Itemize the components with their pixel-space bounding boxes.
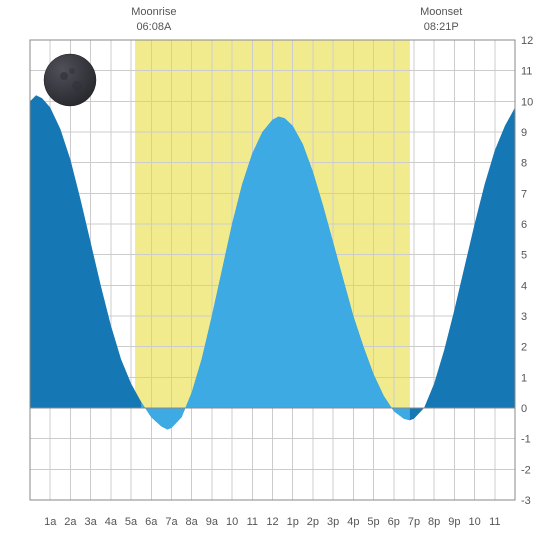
x-tick-label: 11 bbox=[247, 516, 258, 528]
moon-phase-icon bbox=[44, 54, 96, 106]
y-tick-label: -2 bbox=[521, 464, 531, 476]
y-tick-label: 10 bbox=[521, 96, 533, 108]
x-tick-label: 3a bbox=[85, 516, 98, 528]
y-tick-label: 1 bbox=[521, 372, 527, 384]
x-tick-label: 4a bbox=[105, 516, 118, 528]
y-tick-label: 8 bbox=[521, 158, 527, 170]
x-tick-label: 7p bbox=[408, 516, 420, 528]
y-tick-label: 2 bbox=[521, 342, 527, 354]
x-tick-label: 1p bbox=[287, 516, 299, 528]
x-tick-label: 8a bbox=[186, 516, 199, 528]
x-tick-label: 6p bbox=[388, 516, 400, 528]
x-tick-label: 10 bbox=[226, 516, 238, 528]
y-tick-label: 0 bbox=[521, 403, 527, 415]
x-tick-label: 9p bbox=[448, 516, 460, 528]
y-tick-label: 3 bbox=[521, 311, 527, 323]
x-tick-label: 7a bbox=[165, 516, 178, 528]
y-tick-label: -3 bbox=[521, 495, 531, 507]
x-tick-label: 5p bbox=[367, 516, 379, 528]
moonrise-time: 06:08A bbox=[136, 21, 172, 33]
x-tick-label: 3p bbox=[327, 516, 339, 528]
x-tick-label: 10 bbox=[468, 516, 480, 528]
x-tick-label: 4p bbox=[347, 516, 359, 528]
y-tick-label: 5 bbox=[521, 250, 527, 262]
y-tick-label: -1 bbox=[521, 434, 531, 446]
moonset-label: Moonset bbox=[420, 6, 462, 18]
y-tick-label: 9 bbox=[521, 127, 527, 139]
moonrise-label: Moonrise bbox=[131, 6, 176, 18]
y-tick-label: 6 bbox=[521, 219, 527, 231]
x-tick-label: 1a bbox=[44, 516, 57, 528]
x-tick-label: 9a bbox=[206, 516, 219, 528]
y-tick-label: 12 bbox=[521, 35, 533, 47]
y-tick-label: 4 bbox=[521, 280, 527, 292]
x-tick-label: 6a bbox=[145, 516, 158, 528]
x-tick-label: 11 bbox=[489, 516, 500, 528]
x-tick-label: 2a bbox=[64, 516, 77, 528]
x-tick-label: 2p bbox=[307, 516, 319, 528]
moonset-time: 08:21P bbox=[424, 21, 459, 33]
y-tick-label: 7 bbox=[521, 188, 527, 200]
y-tick-label: 11 bbox=[521, 66, 532, 78]
x-tick-label: 12 bbox=[266, 516, 278, 528]
tide-chart-container: { "chart": { "type": "area", "width": 55… bbox=[0, 0, 550, 550]
tide-chart-svg: -3-2-101234567891011121a2a3a4a5a6a7a8a9a… bbox=[0, 0, 550, 550]
x-tick-label: 5a bbox=[125, 516, 138, 528]
x-tick-label: 8p bbox=[428, 516, 440, 528]
